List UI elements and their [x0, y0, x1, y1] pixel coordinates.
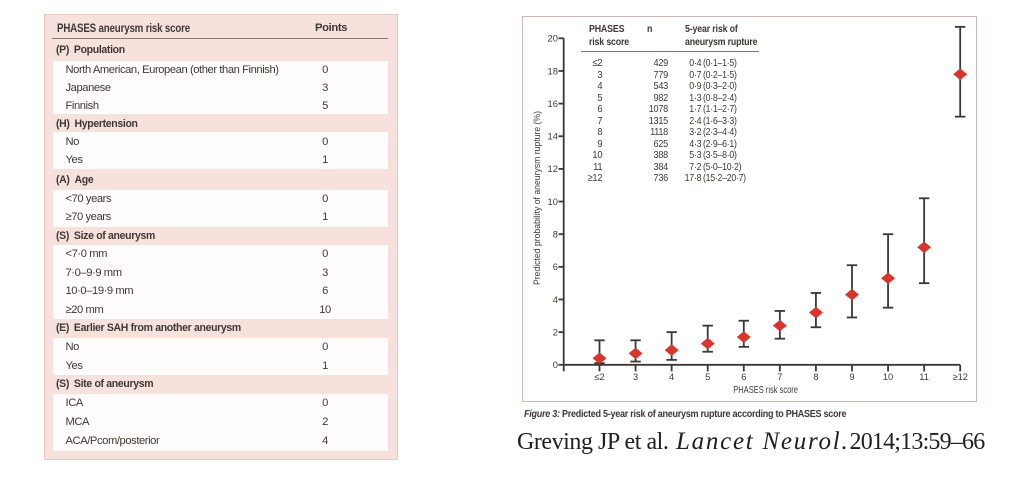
svg-text:≥12: ≥12 — [952, 372, 967, 382]
svg-text:6: 6 — [553, 262, 558, 272]
svg-text:10: 10 — [548, 197, 558, 207]
svg-text:Predicted probability of aneur: Predicted probability of aneurysm ruptur… — [532, 111, 543, 285]
svg-text:7: 7 — [777, 372, 782, 382]
svg-text:≤2: ≤2 — [594, 372, 604, 382]
svg-text:4: 4 — [669, 372, 674, 382]
svg-text:PHASES risk score: PHASES risk score — [733, 385, 798, 396]
svg-text:20: 20 — [548, 34, 558, 44]
svg-text:10: 10 — [883, 372, 893, 382]
svg-text:12: 12 — [548, 164, 558, 174]
svg-text:16: 16 — [548, 99, 558, 109]
svg-text:6: 6 — [741, 372, 746, 382]
svg-text:14: 14 — [548, 132, 558, 142]
svg-text:4: 4 — [553, 295, 558, 305]
svg-text:8: 8 — [553, 230, 558, 240]
svg-text:9: 9 — [849, 372, 854, 382]
svg-text:3: 3 — [633, 372, 638, 382]
svg-text:2: 2 — [553, 327, 558, 337]
svg-text:11: 11 — [919, 372, 929, 382]
svg-text:0: 0 — [553, 360, 558, 370]
svg-text:8: 8 — [813, 372, 818, 382]
svg-text:5: 5 — [705, 372, 710, 382]
svg-text:18: 18 — [548, 66, 558, 76]
